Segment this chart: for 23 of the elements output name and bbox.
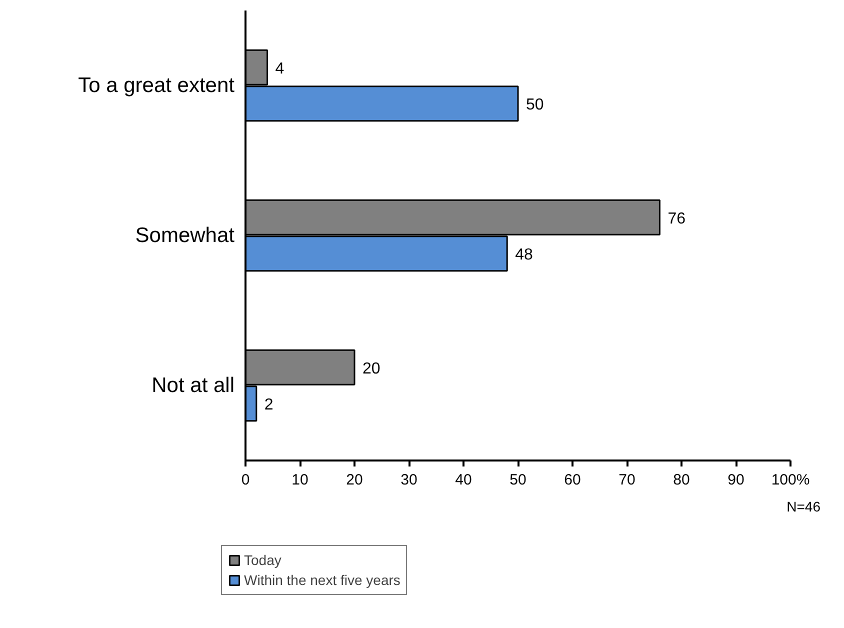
legend-label: Within the next five years [244, 572, 400, 588]
x-tick-label: 90 [728, 472, 744, 488]
data-label: 76 [668, 210, 686, 228]
y-tick-label: Somewhat [135, 224, 235, 247]
x-tick-label: 10 [292, 472, 308, 488]
x-tick-label: 100% [771, 472, 810, 488]
data-label: 20 [362, 360, 380, 378]
x-tick-label: 40 [455, 472, 472, 488]
data-label: 50 [526, 96, 544, 114]
x-tick-label: 30 [400, 472, 418, 488]
y-tick-label: Not at all [152, 374, 235, 397]
data-label: 48 [515, 246, 533, 264]
x-tick-label: 50 [510, 472, 526, 488]
x-tick-label: 20 [346, 472, 363, 488]
y-tick-label: To a great extent [78, 74, 235, 97]
data-label: 2 [264, 396, 274, 414]
x-tick-label: 80 [673, 472, 690, 488]
text: N=46 [786, 498, 821, 514]
legend-label: Today [244, 552, 282, 568]
x-tick-label: 60 [564, 472, 581, 488]
data-label: 4 [275, 60, 284, 78]
x-tick-label: 70 [618, 472, 636, 488]
x-tick-label: 0 [241, 472, 250, 488]
